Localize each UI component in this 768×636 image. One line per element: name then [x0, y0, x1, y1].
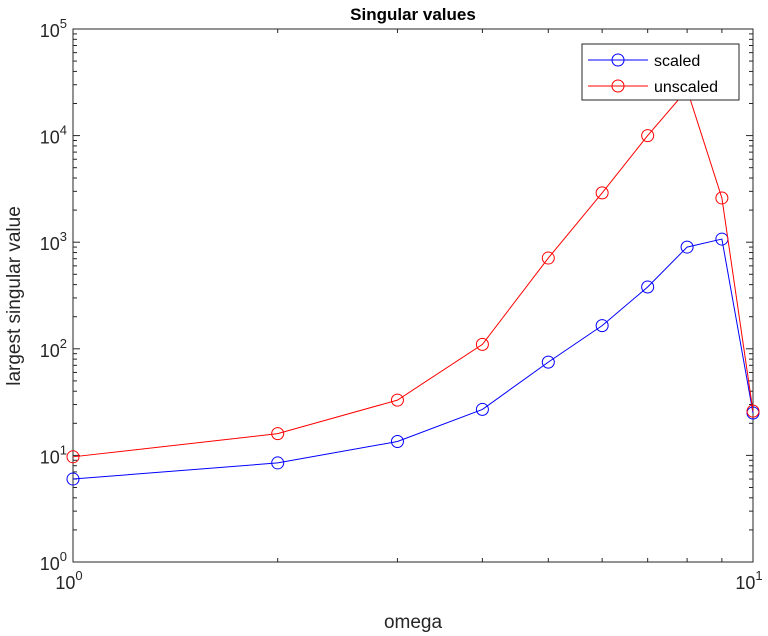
x-axis-label: omega	[384, 612, 443, 633]
data-point-scaled	[271, 456, 285, 470]
legend-label-unscaled: unscaled	[654, 79, 718, 96]
series-scaled	[66, 232, 760, 486]
data-point-unscaled	[595, 186, 609, 200]
legend-box	[581, 43, 740, 101]
y-tick-label: 100	[40, 549, 67, 574]
tick-label-exponent: 3	[60, 229, 67, 244]
tick-label-base: 10	[55, 573, 75, 593]
data-point-scaled	[390, 435, 404, 449]
data-point-scaled	[641, 280, 655, 294]
tick-label-base: 10	[40, 128, 60, 148]
tick-label-base: 10	[40, 234, 60, 254]
data-point-unscaled	[715, 191, 729, 205]
y-tick-label: 101	[40, 442, 67, 467]
plot-area	[72, 28, 754, 563]
data-point-unscaled	[641, 129, 655, 143]
series-layer	[66, 83, 760, 486]
data-point-unscaled	[271, 427, 285, 441]
data-point-scaled	[475, 402, 489, 416]
tick-label-base: 10	[40, 21, 60, 41]
data-point-unscaled	[475, 337, 489, 351]
data-point-unscaled	[541, 251, 555, 265]
chart-title: Singular values	[350, 5, 476, 24]
y-tick-label: 104	[40, 123, 67, 148]
data-point-unscaled	[390, 393, 404, 407]
legend: scaled unscaled	[581, 43, 740, 101]
y-tick-label: 102	[40, 336, 67, 361]
tick-label-exponent: 0	[75, 568, 82, 583]
tick-label-base: 10	[40, 554, 60, 574]
y-axis-label: largest singular value	[4, 206, 25, 386]
x-tick-label: 101	[735, 568, 762, 593]
data-point-scaled	[66, 472, 80, 486]
data-point-scaled	[595, 319, 609, 333]
y-tick-label: 105	[40, 16, 67, 41]
x-tick-label: 100	[55, 568, 82, 593]
y-tick-label: 103	[40, 229, 67, 254]
tick-label-exponent: 4	[60, 123, 67, 138]
legend-marker-scaled	[611, 53, 625, 67]
data-point-unscaled	[746, 404, 760, 418]
legend-label-scaled: scaled	[654, 53, 700, 70]
series-unscaled	[66, 83, 760, 464]
tick-label-exponent: 1	[60, 442, 67, 457]
series-line-scaled	[72, 238, 754, 480]
axis-ticks	[72, 28, 754, 563]
tick-label-base: 10	[40, 341, 60, 361]
tick-label-exponent: 1	[755, 568, 762, 583]
data-point-scaled	[541, 355, 555, 369]
tick-label-exponent: 2	[60, 336, 67, 351]
series-line-unscaled	[72, 88, 754, 458]
tick-label-base: 10	[735, 573, 755, 593]
tick-label-base: 10	[40, 447, 60, 467]
tick-label-exponent: 0	[60, 549, 67, 564]
data-point-scaled	[680, 240, 694, 254]
data-point-unscaled	[66, 450, 80, 464]
tick-label-exponent: 5	[60, 16, 67, 31]
legend-marker-unscaled	[611, 79, 625, 93]
